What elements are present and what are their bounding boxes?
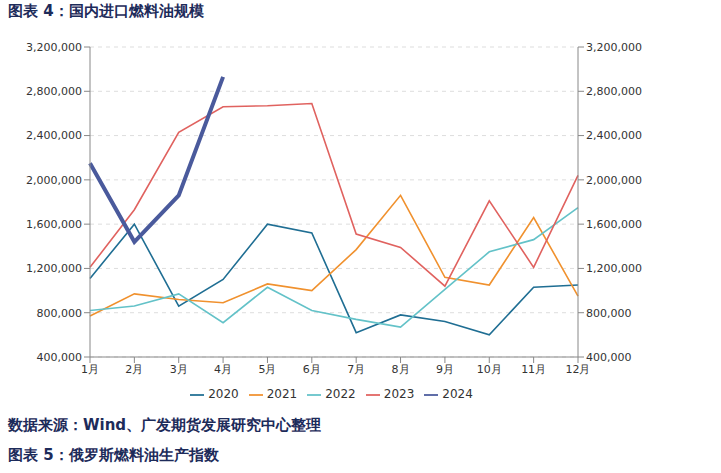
- svg-text:12月: 12月: [566, 363, 591, 376]
- svg-text:8月: 8月: [392, 363, 410, 376]
- svg-text:2,000,000: 2,000,000: [586, 174, 642, 187]
- svg-text:1,600,000: 1,600,000: [586, 218, 642, 231]
- svg-text:6月: 6月: [303, 363, 321, 376]
- html-text:2024: 2024: [442, 387, 473, 401]
- svg-text:400,000: 400,000: [586, 351, 632, 364]
- svg-text:9月: 9月: [436, 363, 454, 376]
- svg-text:2,400,000: 2,400,000: [26, 129, 82, 142]
- svg-text:2月: 2月: [125, 363, 143, 376]
- svg-text:800,000: 800,000: [37, 307, 83, 320]
- svg-text:4月: 4月: [214, 363, 232, 376]
- svg-text:3,200,000: 3,200,000: [26, 41, 82, 54]
- svg-text:3月: 3月: [170, 363, 188, 376]
- html-text:2020: 2020: [208, 387, 239, 401]
- svg-text:1,200,000: 1,200,000: [26, 262, 82, 275]
- svg-text:2,800,000: 2,800,000: [586, 85, 642, 98]
- html-text:2023: 2023: [383, 387, 415, 401]
- svg-text:800,000: 800,000: [586, 307, 632, 320]
- html-text:图表 4：国内进口燃料油规模: 图表 4：国内进口燃料油规模: [8, 2, 204, 20]
- svg-text:2,000,000: 2,000,000: [26, 174, 82, 187]
- svg-text:10月: 10月: [477, 363, 502, 376]
- svg-text:11月: 11月: [521, 363, 546, 376]
- html-text:2021: 2021: [266, 387, 298, 401]
- svg-text:3,200,000: 3,200,000: [586, 41, 642, 54]
- svg-text:7月: 7月: [347, 363, 365, 376]
- svg-text:2,400,000: 2,400,000: [586, 129, 642, 142]
- svg-text:1,600,000: 1,600,000: [26, 218, 82, 231]
- svg-text:2,800,000: 2,800,000: [26, 85, 82, 98]
- svg-text:400,000: 400,000: [37, 351, 83, 364]
- svg-text:1月: 1月: [81, 363, 99, 376]
- svg-text:5月: 5月: [258, 363, 276, 376]
- html-text:2022: 2022: [325, 387, 356, 401]
- svg-text:1,200,000: 1,200,000: [586, 262, 642, 275]
- html-text:图表 5：俄罗斯燃料油生产指数: 图表 5：俄罗斯燃料油生产指数: [8, 446, 219, 464]
- html-text:数据来源：Wind、广发期货发展研究中心整理: 数据来源：Wind、广发期货发展研究中心整理: [8, 416, 322, 434]
